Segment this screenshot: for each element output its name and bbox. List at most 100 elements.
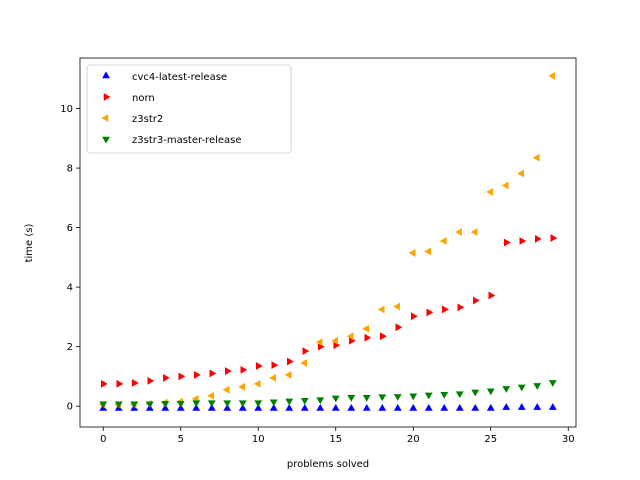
- data-point: [161, 400, 170, 408]
- data-point: [408, 249, 416, 257]
- legend-box: [86, 64, 292, 154]
- data-point: [395, 323, 403, 332]
- data-point: [333, 341, 341, 350]
- data-point: [502, 386, 511, 393]
- data-point: [457, 303, 465, 312]
- y-tick-label: 4: [67, 283, 73, 294]
- data-point: [318, 342, 325, 351]
- data-point: [471, 404, 480, 411]
- data-point: [517, 384, 526, 392]
- axes-frame: [79, 57, 577, 428]
- y-tick-label: 2: [67, 342, 73, 353]
- data-point: [285, 404, 294, 411]
- data-point: [116, 379, 124, 388]
- data-point: [207, 404, 216, 411]
- data-point: [254, 404, 263, 411]
- legend-label: z3str3-master-release: [132, 135, 242, 146]
- data-point: [532, 153, 540, 162]
- data-point: [225, 367, 232, 375]
- data-point: [331, 395, 340, 403]
- data-point: [349, 336, 356, 345]
- data-point: [439, 237, 447, 245]
- data-point: [550, 234, 558, 242]
- data-point: [471, 389, 480, 397]
- legend-label: cvc4-latest-release: [132, 72, 227, 83]
- series-z3str3-master-release: [99, 380, 557, 409]
- x-tick-label: 25: [484, 434, 497, 445]
- legend-marker: [103, 93, 111, 101]
- data-point: [114, 401, 123, 409]
- data-point: [548, 380, 557, 387]
- data-point: [488, 291, 496, 300]
- data-point: [145, 401, 154, 409]
- x-tick-label: 0: [100, 434, 106, 445]
- data-point: [132, 379, 139, 387]
- data-point: [533, 403, 542, 410]
- data-point: [517, 169, 524, 178]
- data-point: [486, 404, 495, 411]
- data-point: [380, 332, 387, 341]
- plot-area: 0 5 10 15 20 25 30 0 2 4 6 8 10: [60, 57, 577, 445]
- data-point: [486, 187, 493, 196]
- data-point: [287, 357, 294, 366]
- data-point: [519, 237, 527, 245]
- legend-marker: [101, 114, 109, 122]
- data-point: [362, 394, 371, 402]
- data-point: [302, 347, 310, 356]
- data-point: [424, 392, 433, 400]
- data-point: [346, 332, 354, 341]
- data-point: [362, 404, 371, 411]
- data-point: [470, 228, 478, 236]
- data-point: [455, 228, 462, 236]
- data-point: [194, 371, 201, 379]
- data-point: [223, 404, 232, 411]
- x-tick-label: 5: [178, 434, 184, 445]
- data-point: [207, 400, 216, 408]
- data-point: [163, 373, 170, 382]
- data-point: [548, 71, 555, 80]
- data-point: [455, 391, 464, 399]
- data-point: [347, 394, 356, 402]
- data-point: [517, 403, 526, 410]
- data-point: [192, 400, 201, 408]
- data-point: [535, 235, 542, 243]
- data-point: [238, 400, 247, 408]
- data-point: [222, 385, 230, 394]
- data-point: [178, 372, 186, 381]
- data-point: [101, 379, 108, 388]
- data-point: [254, 400, 263, 408]
- data-point: [192, 404, 201, 411]
- data-point: [99, 401, 108, 409]
- y-axis-label: time (s): [24, 224, 35, 263]
- data-point: [501, 181, 509, 190]
- data-point: [240, 365, 248, 374]
- data-point: [486, 388, 495, 396]
- data-point: [440, 392, 449, 399]
- data-point: [377, 305, 385, 314]
- data-point: [331, 336, 338, 345]
- data-point: [424, 404, 433, 411]
- data-point: [364, 333, 372, 342]
- data-point: [316, 404, 325, 411]
- data-point: [455, 404, 464, 411]
- data-point: [548, 403, 557, 410]
- data-point: [271, 361, 279, 370]
- data-point: [176, 400, 185, 408]
- data-point: [284, 371, 292, 379]
- legend-marker: [102, 71, 110, 79]
- data-point: [502, 403, 511, 410]
- series-norn: [101, 234, 558, 388]
- data-point: [269, 399, 278, 407]
- legend-marker: [102, 136, 110, 144]
- data-point: [426, 308, 434, 317]
- data-point: [442, 305, 449, 314]
- x-tick-label: 20: [407, 434, 420, 445]
- y-tick-label: 8: [67, 164, 73, 175]
- data-point: [238, 404, 247, 411]
- data-point: [223, 400, 232, 408]
- x-axis-label: problems solved: [287, 459, 369, 470]
- data-point: [300, 359, 307, 367]
- data-point: [411, 312, 418, 321]
- data-point: [253, 379, 261, 388]
